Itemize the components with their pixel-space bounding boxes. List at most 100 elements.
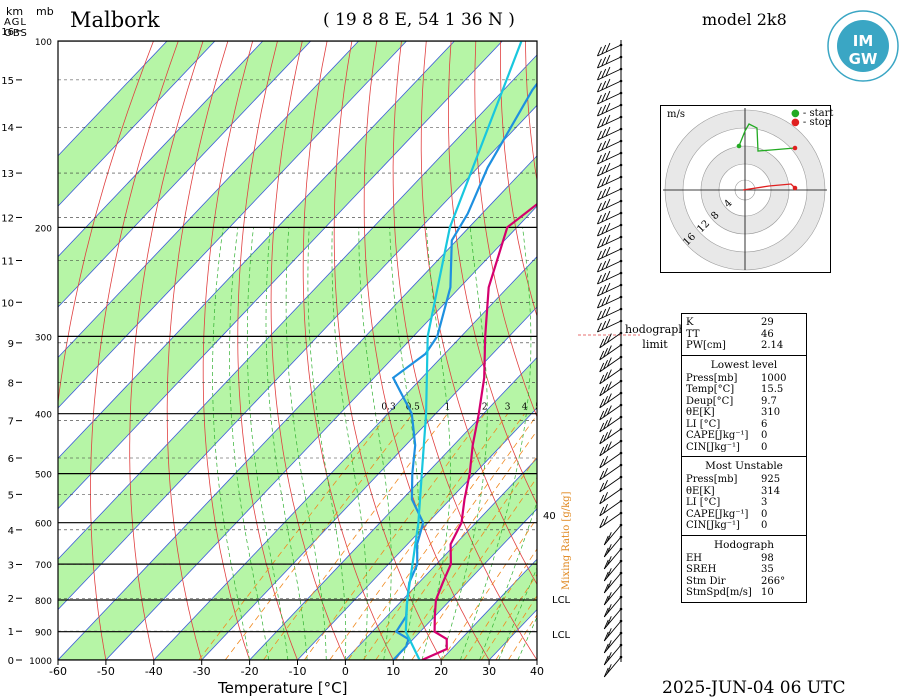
hodograph-stat-row: SREH 35 — [682, 564, 806, 576]
height-tick-label: 4 — [8, 526, 14, 537]
wind-barb — [597, 78, 623, 93]
hodograph-trace — [738, 123, 796, 152]
mixing-ratio-axis-label: Mixing Ratio [g/kg] — [561, 491, 572, 590]
pressure-tick-label: 800 — [35, 597, 52, 607]
svg-text:IM: IM — [853, 32, 874, 50]
pressure-tick-label: 300 — [35, 333, 52, 343]
wind-barb — [599, 463, 623, 481]
lowest-level-key: CAPE[Jkg⁻¹] — [686, 430, 749, 441]
station-coords: ( 19 8 8 E, 54 1 36 N ) — [323, 10, 515, 30]
x-tick-label: 30 — [482, 665, 496, 678]
svg-text:GW: GW — [849, 50, 878, 68]
x-tick-label: -20 — [241, 665, 259, 678]
wind-barb — [597, 306, 623, 321]
height-tick-label: 6 — [8, 454, 14, 465]
wind-barb — [599, 511, 623, 529]
height-tick-label: 16 — [1, 27, 14, 38]
lcl-label-upper: LCL — [552, 595, 571, 606]
wind-barb — [603, 523, 623, 546]
most-unstable-key: θE[K] — [686, 485, 715, 497]
wind-barb — [599, 415, 623, 433]
wind-barb — [597, 102, 623, 117]
mixing-ratio-tick: 10 — [576, 403, 588, 413]
lowest-level-row: LI [°C] 6 — [682, 419, 806, 431]
height-tick-label: 7 — [8, 417, 14, 428]
wind-barb — [597, 186, 623, 201]
wind-barb — [597, 126, 623, 141]
height-tick-label: 8 — [8, 378, 14, 389]
hodograph-legend-stop: ● - stop — [791, 117, 832, 128]
pressure-tick-label: 400 — [35, 411, 52, 421]
x-tick-label: -30 — [193, 665, 211, 678]
x-tick-label: 20 — [434, 665, 448, 678]
wind-barb — [597, 294, 623, 309]
lowest-level-section: Lowest level Press[mb] 1000 Temp[°C] 15.5 De… — [682, 354, 806, 457]
wind-barb — [597, 222, 623, 237]
imgw-logo: IM GW — [827, 10, 899, 82]
wind-barb — [599, 403, 623, 421]
height-tick-label: 3 — [8, 560, 14, 571]
most-unstable-value: 0 — [761, 520, 768, 531]
height-tick-label: 13 — [1, 169, 14, 180]
most-unstable-row: Press[mb] 925 — [682, 474, 806, 486]
indices-table: K 29 TT 46 PW[cm] 2.14 Lowest level Press[m… — [681, 313, 807, 603]
most-unstable-row: θE[K] 314 — [682, 486, 806, 498]
lowest-level-value: 310 — [761, 407, 781, 418]
mb-axis-label: mb — [36, 5, 54, 18]
pressure-tick-label: 100 — [35, 38, 52, 48]
hodograph-storm-trace — [742, 183, 796, 191]
pressure-tick-label: 500 — [35, 471, 52, 481]
x-tick-label: 0 — [342, 665, 349, 678]
mixing-ratio-tick: 0.5 — [406, 403, 421, 413]
hodograph-stat-key: EH — [686, 552, 703, 564]
km-axis-label: km — [6, 5, 24, 18]
wind-barb — [597, 90, 623, 105]
hodograph-stat-row: Stm Dir 266° — [682, 576, 806, 588]
most-unstable-key: LI [°C] — [686, 497, 721, 508]
height-tick-label: 2 — [8, 594, 14, 605]
hodograph-legend-start: ● - start — [791, 108, 834, 119]
wind-barb — [599, 391, 623, 409]
most-unstable-key: Press[mb] — [686, 474, 738, 485]
lowest-level-key: LI [°C] — [686, 418, 721, 430]
parcel-profile — [404, 41, 523, 660]
wind-barb — [597, 318, 623, 333]
most-unstable-row: LI [°C] 3 — [682, 497, 806, 509]
wind-barb — [597, 66, 623, 81]
wind-barb — [597, 270, 623, 285]
mixing-ratio-tick: 5 — [535, 403, 541, 413]
hodograph-stat-value: 98 — [761, 552, 774, 564]
mixing-ratio-tick: 25 — [638, 403, 650, 413]
most-unstable-title: Most Unstable — [705, 460, 783, 472]
wind-barb — [599, 439, 623, 457]
x-tick-label: 10 — [386, 665, 400, 678]
wind-barb — [597, 174, 623, 189]
wind-barb — [597, 282, 623, 297]
wind-barb — [599, 379, 623, 397]
mixing-ratio-tick: 20 — [623, 403, 635, 413]
wind-barb — [599, 331, 623, 349]
wind-barb — [597, 162, 623, 177]
mixing-ratio-tick: 4 — [522, 403, 528, 413]
wind-barb — [599, 355, 623, 373]
hodograph-stat-row: EH 98 — [682, 553, 806, 565]
wind-barb — [599, 427, 623, 445]
dewpoint-profile — [391, 82, 537, 660]
model-label: model 2k8 — [702, 10, 787, 29]
x-tick-label: 40 — [530, 665, 544, 678]
wind-barb — [599, 343, 623, 361]
wind-barb — [597, 246, 623, 261]
hodograph-stat-key: StmSpd[m/s] — [686, 587, 752, 598]
wind-barb — [603, 655, 623, 678]
height-tick-label: 5 — [8, 490, 14, 501]
wind-barb — [603, 571, 623, 594]
lowest-level-key: θE[K] — [686, 407, 715, 418]
lowest-level-row: Deup[°C] 9.7 — [682, 396, 806, 408]
height-tick-label: 12 — [1, 213, 14, 224]
wind-barb — [603, 631, 623, 654]
hodograph-stat-key: SREH — [686, 564, 717, 575]
hodograph-stats-section: Hodograph EH 98 SREH 35 Stm Dir 266° StmSpd[m/… — [682, 534, 806, 602]
hodograph-stat-row: StmSpd[m/s] 10 — [682, 587, 806, 599]
most-unstable-value: 314 — [761, 485, 781, 497]
